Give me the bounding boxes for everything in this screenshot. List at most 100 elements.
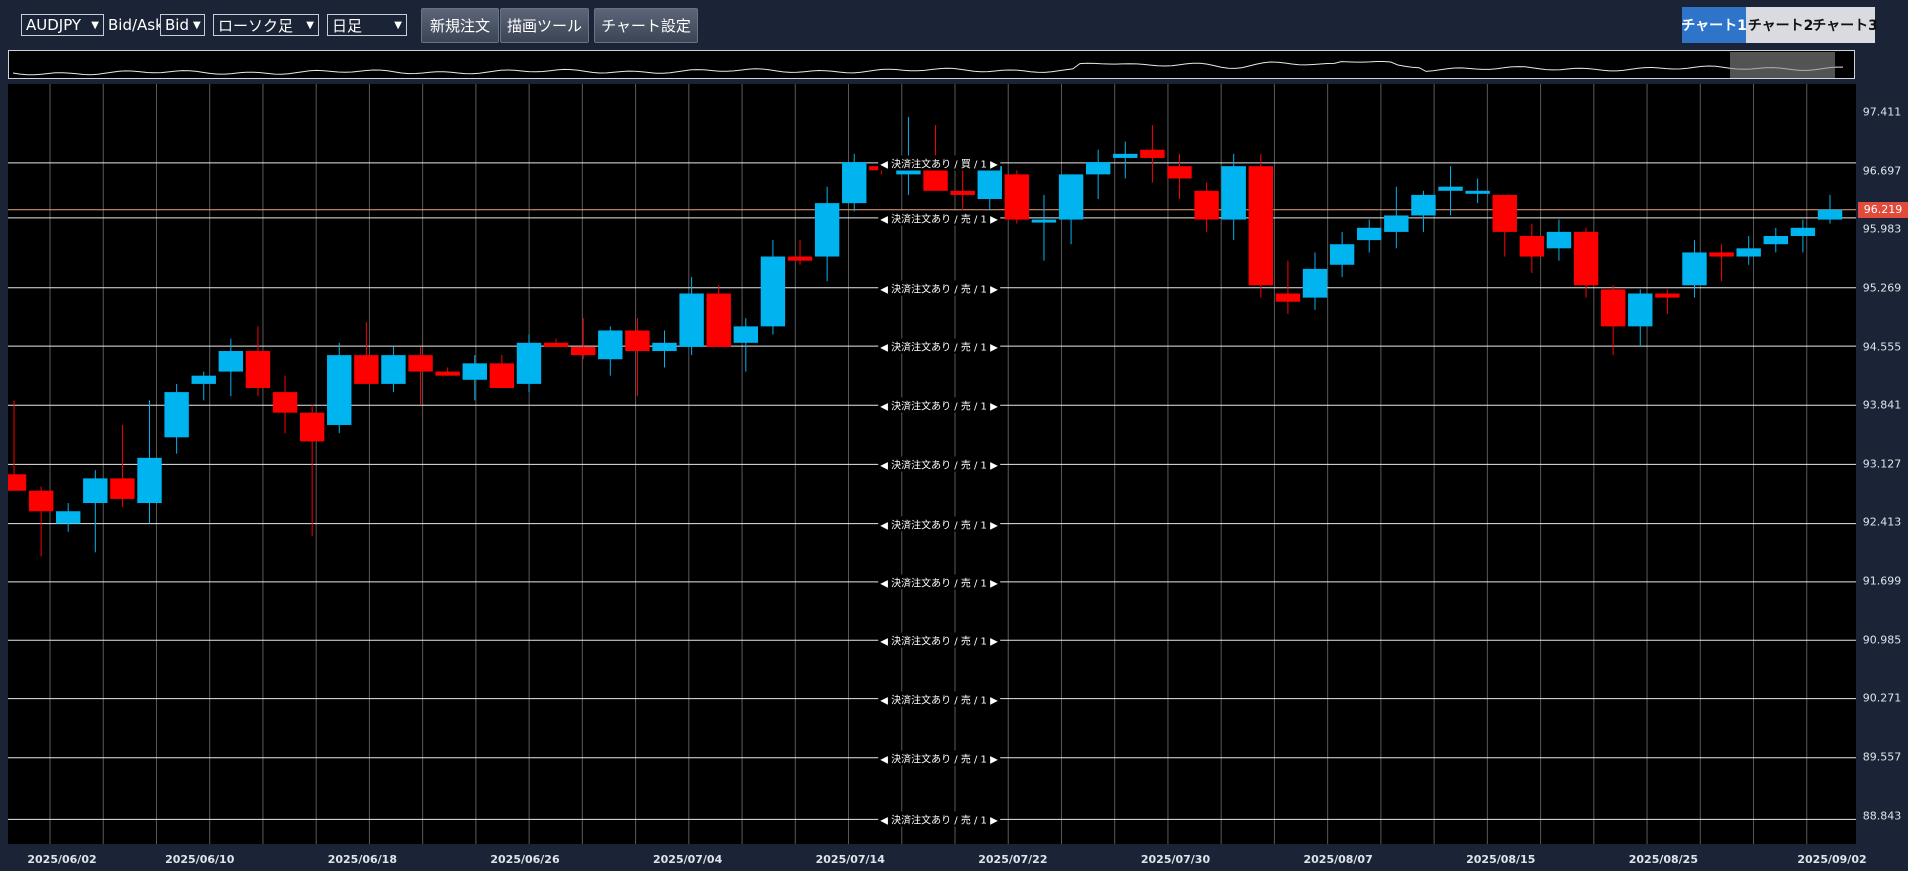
bidask-label: Bid/Ask	[108, 16, 164, 34]
candle-body	[1519, 236, 1545, 257]
candle-body	[1763, 236, 1788, 245]
order-label[interactable]: ◀ 決済注文あり / 売 / 1 ▶	[878, 691, 1000, 707]
bidask-select[interactable]: Bid ▼	[160, 14, 205, 36]
tab-chart-1[interactable]: チャート1	[1681, 7, 1747, 43]
candle-body	[652, 342, 677, 352]
order-label[interactable]: ◀ 決済注文あり / 売 / 1 ▶	[878, 516, 1000, 532]
candle-body	[462, 363, 487, 380]
candle-body	[381, 355, 406, 384]
candle-body	[1573, 231, 1599, 286]
candle-body	[977, 166, 1002, 200]
candle-body	[1682, 252, 1707, 286]
candle-body	[1248, 166, 1274, 286]
candle-body	[1384, 215, 1409, 232]
candle-body	[28, 490, 54, 512]
chart-settings-button[interactable]: チャート設定	[594, 8, 698, 43]
toolbar: AUDJPY ▼ Bid/Ask Bid ▼ ローソク足 ▼ 日足 ▼ 新規注文…	[0, 0, 1908, 48]
candle-body	[110, 478, 135, 499]
time-tick-label: 2025/06/10	[165, 853, 235, 866]
candle-body	[1302, 268, 1328, 298]
candle-body	[679, 293, 704, 347]
chart-type-select[interactable]: ローソク足 ▼	[213, 14, 319, 36]
order-label[interactable]: ◀ 決済注文あり / 売 / 1 ▶	[878, 397, 1000, 413]
candle-body	[1546, 231, 1572, 249]
new-order-button[interactable]: 新規注文	[421, 8, 499, 43]
order-label[interactable]: ◀ 決済注文あり / 売 / 1 ▶	[878, 750, 1000, 766]
candle-body	[489, 363, 515, 388]
candle-body	[191, 375, 216, 384]
candle-body	[1004, 174, 1030, 220]
candle-body	[56, 511, 81, 524]
time-tick-label: 2025/08/15	[1466, 853, 1536, 866]
candle-body	[1085, 162, 1111, 175]
tab-chart-3[interactable]: チャート3	[1812, 7, 1878, 43]
price-tick-label: 92.413	[1862, 515, 1902, 529]
candle-body	[842, 162, 867, 204]
candle-body	[1357, 227, 1382, 241]
timeframe-value: 日足	[332, 16, 363, 35]
time-tick-label: 2025/09/02	[1797, 853, 1867, 866]
candle-body	[1655, 293, 1680, 298]
time-tick-label: 2025/06/02	[27, 853, 97, 866]
order-label[interactable]: ◀ 決済注文あり / 買 / 1 ▶	[878, 155, 1000, 171]
candle-body	[1329, 244, 1355, 265]
current-price-label: 96.219	[1858, 201, 1908, 218]
time-tick-label: 2025/08/25	[1628, 853, 1698, 866]
tab-chart-2[interactable]: チャート2	[1746, 7, 1815, 43]
candle-body	[1817, 209, 1843, 220]
candle-body	[1492, 194, 1517, 232]
drawing-tools-button[interactable]: 描画ツール	[500, 8, 589, 43]
chart-type-value: ローソク足	[218, 16, 294, 35]
chevron-down-icon: ▼	[192, 19, 201, 31]
timeframe-select[interactable]: 日足 ▼	[327, 14, 407, 36]
price-tick-label: 88.843	[1862, 809, 1902, 823]
price-tick-label: 93.841	[1862, 398, 1902, 412]
candle-body	[516, 342, 542, 384]
candle-body	[1411, 194, 1436, 216]
time-tick-label: 2025/07/14	[815, 853, 885, 866]
candle-body	[408, 355, 433, 372]
candle-body	[570, 346, 596, 356]
candle-body	[814, 203, 840, 257]
candle-body	[706, 293, 731, 347]
candle-body	[1194, 190, 1219, 220]
candle-body	[787, 256, 813, 261]
order-label[interactable]: ◀ 決済注文あり / 売 / 1 ▶	[878, 574, 1000, 590]
candle-body	[327, 355, 352, 425]
candle-body	[625, 330, 650, 352]
candle-body	[1113, 153, 1138, 158]
candle-body	[1438, 186, 1463, 191]
navigator-overview	[12, 52, 1843, 78]
candle-body	[1031, 219, 1057, 223]
candle-body	[1600, 289, 1626, 327]
candle-body	[1736, 248, 1761, 257]
price-tick-label: 95.269	[1862, 281, 1902, 295]
candle-body	[733, 326, 759, 343]
order-label[interactable]: ◀ 決済注文あり / 売 / 1 ▶	[878, 811, 1000, 827]
candle-body	[354, 355, 379, 384]
price-tick-label: 90.985	[1862, 633, 1902, 647]
candle-body	[218, 351, 244, 372]
candle-body	[1275, 293, 1301, 302]
candle-body	[760, 256, 786, 327]
price-tick-label: 93.127	[1862, 457, 1902, 471]
chart-navigator[interactable]	[8, 50, 1855, 79]
order-label[interactable]: ◀ 決済注文あり / 売 / 1 ▶	[878, 632, 1000, 648]
candle-body	[1167, 166, 1192, 179]
navigator-window-handle[interactable]	[1730, 52, 1835, 78]
time-tick-label: 2025/07/30	[1140, 853, 1211, 866]
price-tick-label: 91.699	[1862, 574, 1902, 588]
time-tick-label: 2025/06/18	[327, 853, 397, 866]
symbol-select[interactable]: AUDJPY ▼	[21, 14, 104, 36]
candle-body	[950, 190, 975, 195]
order-label[interactable]: ◀ 決済注文あり / 売 / 1 ▶	[878, 456, 1000, 472]
chevron-down-icon: ▼	[306, 19, 314, 31]
candle-body	[1628, 293, 1653, 327]
price-tick-label: 94.555	[1862, 340, 1902, 353]
order-label[interactable]: ◀ 決済注文あり / 売 / 1 ▶	[878, 280, 1000, 296]
chevron-down-icon: ▼	[91, 19, 99, 31]
order-label[interactable]: ◀ 決済注文あり / 売 / 1 ▶	[878, 338, 1000, 354]
price-tick-label: 89.557	[1862, 750, 1902, 764]
price-chart[interactable]: ◀ 決済注文あり / 買 / 1 ▶ ◀ 決済注文あり / 売 / 1 ▶ ◀ 決済…	[8, 84, 1856, 844]
order-label[interactable]: ◀ 決済注文あり / 売 / 1 ▶	[878, 210, 1000, 226]
